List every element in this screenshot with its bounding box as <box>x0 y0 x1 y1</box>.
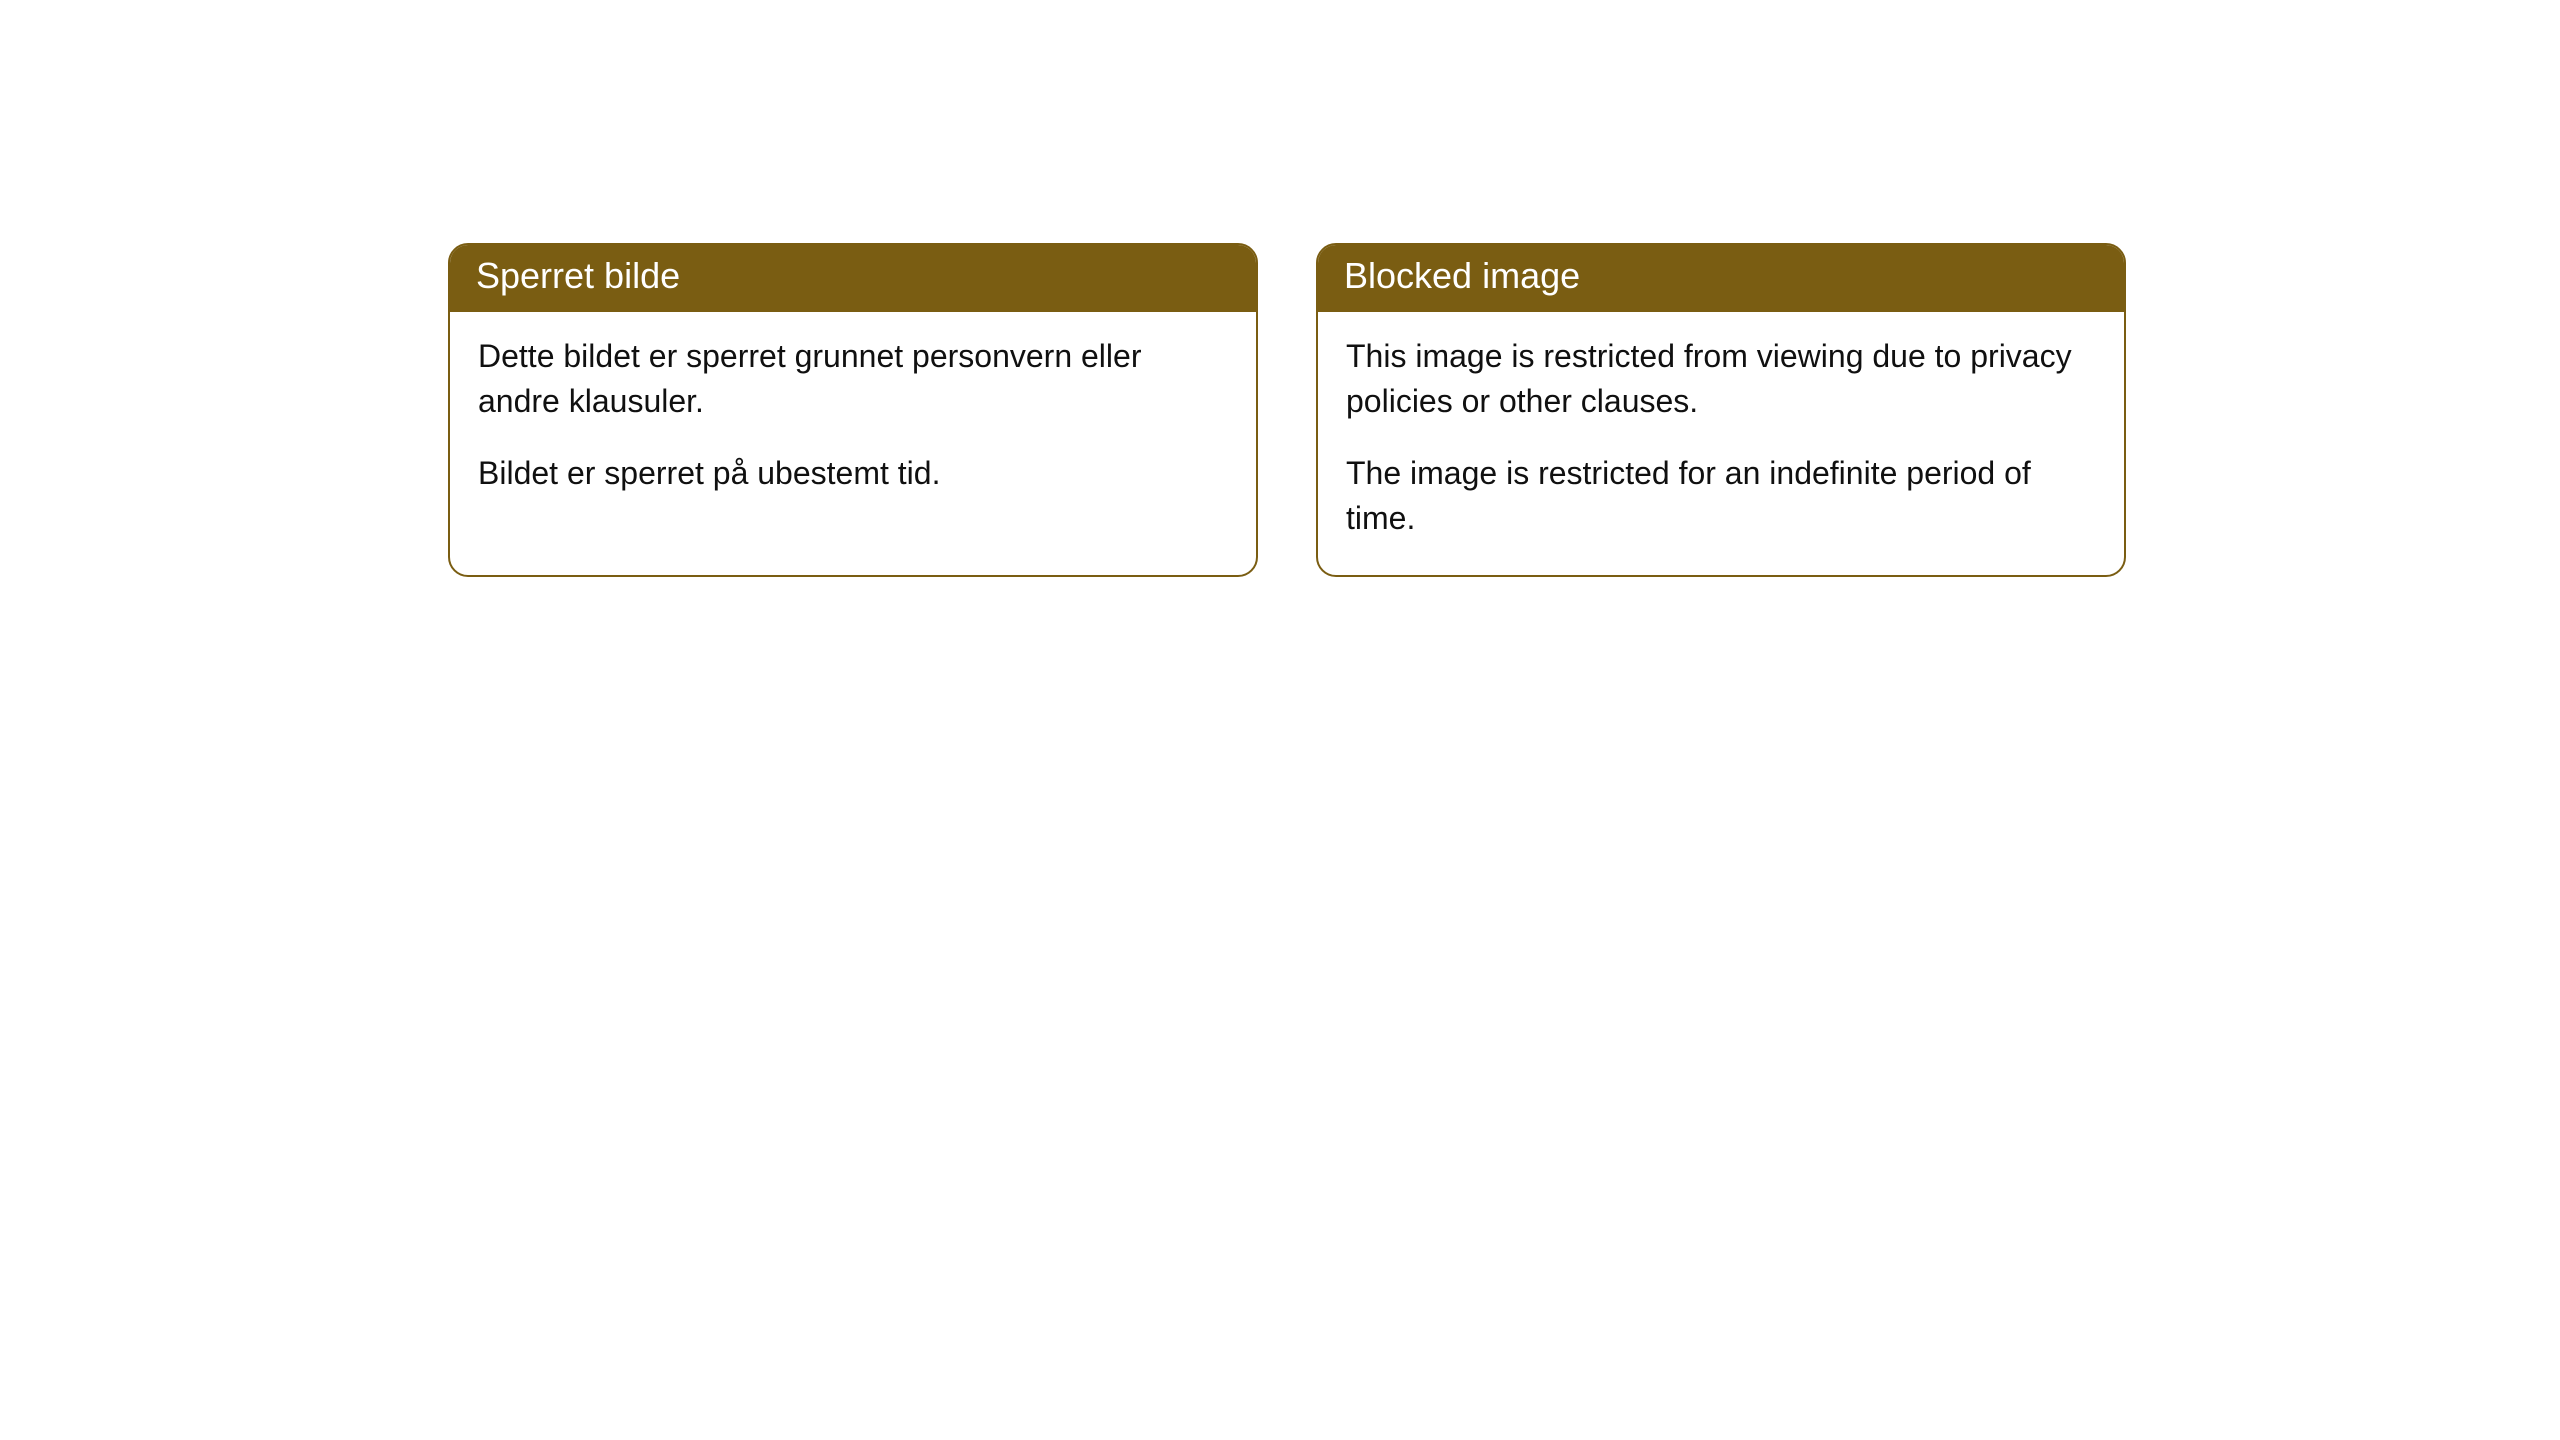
notice-body-norwegian: Dette bildet er sperret grunnet personve… <box>450 312 1256 530</box>
notice-paragraph-1-english: This image is restricted from viewing du… <box>1346 334 2096 424</box>
notice-cards-container: Sperret bilde Dette bildet er sperret gr… <box>448 243 2126 577</box>
notice-header-english: Blocked image <box>1318 245 2124 312</box>
notice-body-english: This image is restricted from viewing du… <box>1318 312 2124 575</box>
notice-paragraph-2-english: The image is restricted for an indefinit… <box>1346 451 2096 541</box>
notice-card-norwegian: Sperret bilde Dette bildet er sperret gr… <box>448 243 1258 577</box>
notice-header-norwegian: Sperret bilde <box>450 245 1256 312</box>
notice-paragraph-1-norwegian: Dette bildet er sperret grunnet personve… <box>478 334 1228 424</box>
notice-card-english: Blocked image This image is restricted f… <box>1316 243 2126 577</box>
notice-paragraph-2-norwegian: Bildet er sperret på ubestemt tid. <box>478 451 1228 496</box>
